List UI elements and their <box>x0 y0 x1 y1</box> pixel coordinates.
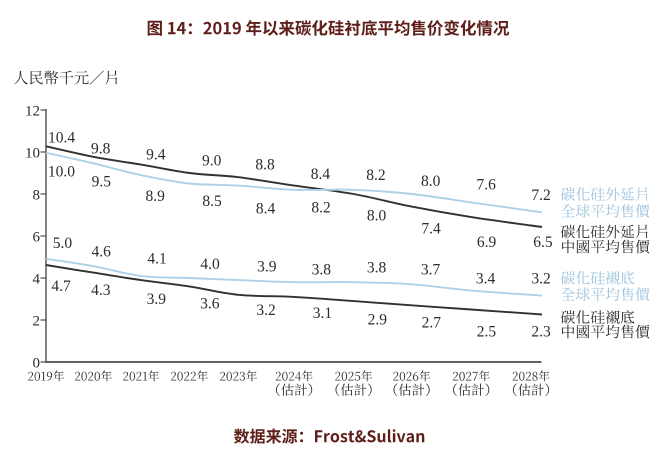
svg-text:10: 10 <box>25 145 40 161</box>
svg-text:8.9: 8.9 <box>146 188 166 205</box>
svg-text:3.2: 3.2 <box>256 302 275 319</box>
svg-text:7.2: 7.2 <box>531 187 550 204</box>
svg-text:3.4: 3.4 <box>476 271 496 288</box>
svg-text:12: 12 <box>25 103 40 119</box>
svg-text:3.1: 3.1 <box>313 305 332 322</box>
svg-text:9.0: 9.0 <box>202 153 222 170</box>
svg-text:3.9: 3.9 <box>147 291 167 308</box>
svg-text:3.6: 3.6 <box>200 296 220 313</box>
svg-text:7.4: 7.4 <box>421 220 441 237</box>
svg-text:4.0: 4.0 <box>200 256 220 273</box>
svg-text:8.2: 8.2 <box>366 167 385 184</box>
svg-text:8.4: 8.4 <box>256 200 276 217</box>
svg-text:8: 8 <box>33 187 41 203</box>
svg-text:8.0: 8.0 <box>367 207 387 224</box>
svg-text:3.8: 3.8 <box>367 260 387 277</box>
svg-text:2: 2 <box>33 313 41 329</box>
svg-text:5.0: 5.0 <box>53 235 73 252</box>
svg-text:3.2: 3.2 <box>531 271 550 288</box>
svg-text:3.9: 3.9 <box>257 259 277 276</box>
svg-text:3.8: 3.8 <box>312 261 332 278</box>
svg-text:3.7: 3.7 <box>421 262 441 279</box>
svg-text:6: 6 <box>33 229 41 245</box>
svg-text:2.9: 2.9 <box>368 312 388 329</box>
svg-text:9.4: 9.4 <box>146 147 166 164</box>
svg-text:10.4: 10.4 <box>48 130 75 147</box>
svg-text:4: 4 <box>33 271 41 287</box>
svg-text:6.9: 6.9 <box>477 234 497 251</box>
svg-text:8.8: 8.8 <box>255 157 275 174</box>
svg-text:9.5: 9.5 <box>92 173 112 190</box>
svg-text:10.0: 10.0 <box>48 164 75 181</box>
svg-text:2.3: 2.3 <box>531 323 551 340</box>
svg-text:8.2: 8.2 <box>311 199 330 216</box>
svg-text:0: 0 <box>33 355 41 371</box>
svg-text:6.5: 6.5 <box>533 234 553 251</box>
svg-text:2.7: 2.7 <box>422 315 442 332</box>
svg-text:9.8: 9.8 <box>91 141 111 158</box>
svg-text:8.4: 8.4 <box>311 166 331 183</box>
svg-text:2.5: 2.5 <box>477 324 497 341</box>
svg-text:4.6: 4.6 <box>92 244 112 261</box>
svg-text:4.1: 4.1 <box>147 251 166 268</box>
svg-text:8.5: 8.5 <box>202 193 222 210</box>
svg-text:7.6: 7.6 <box>477 177 497 194</box>
svg-text:4.7: 4.7 <box>51 278 71 295</box>
svg-text:8.0: 8.0 <box>421 173 441 190</box>
svg-text:4.3: 4.3 <box>91 282 111 299</box>
